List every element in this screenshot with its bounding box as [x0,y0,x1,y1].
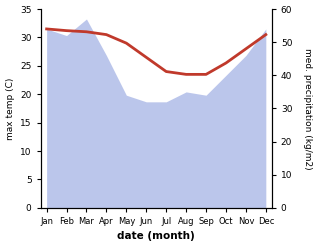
Y-axis label: max temp (C): max temp (C) [5,77,15,140]
X-axis label: date (month): date (month) [117,231,195,242]
Y-axis label: med. precipitation (kg/m2): med. precipitation (kg/m2) [303,48,313,169]
